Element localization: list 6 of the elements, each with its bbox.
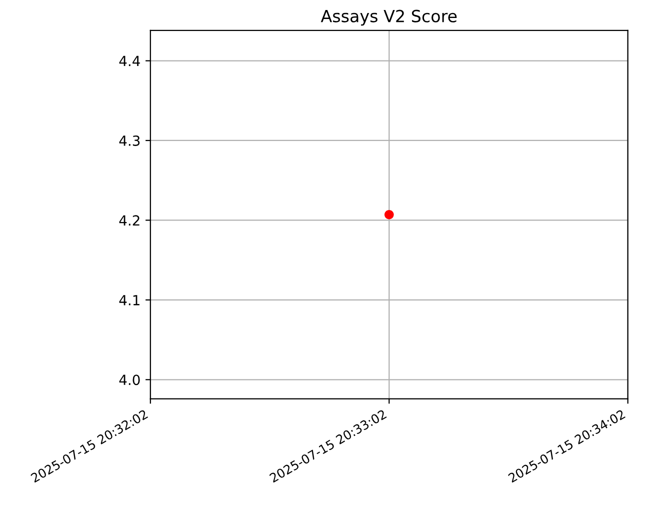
- y-tick-label: 4.1: [119, 295, 140, 306]
- y-tick-label: 4.2: [119, 215, 140, 226]
- y-tick-label: 4.4: [119, 56, 140, 66]
- chart-title: Assays V2 Score: [320, 10, 457, 26]
- y-tick-label: 4.3: [119, 135, 140, 146]
- y-tick-label: 4.0: [119, 374, 140, 386]
